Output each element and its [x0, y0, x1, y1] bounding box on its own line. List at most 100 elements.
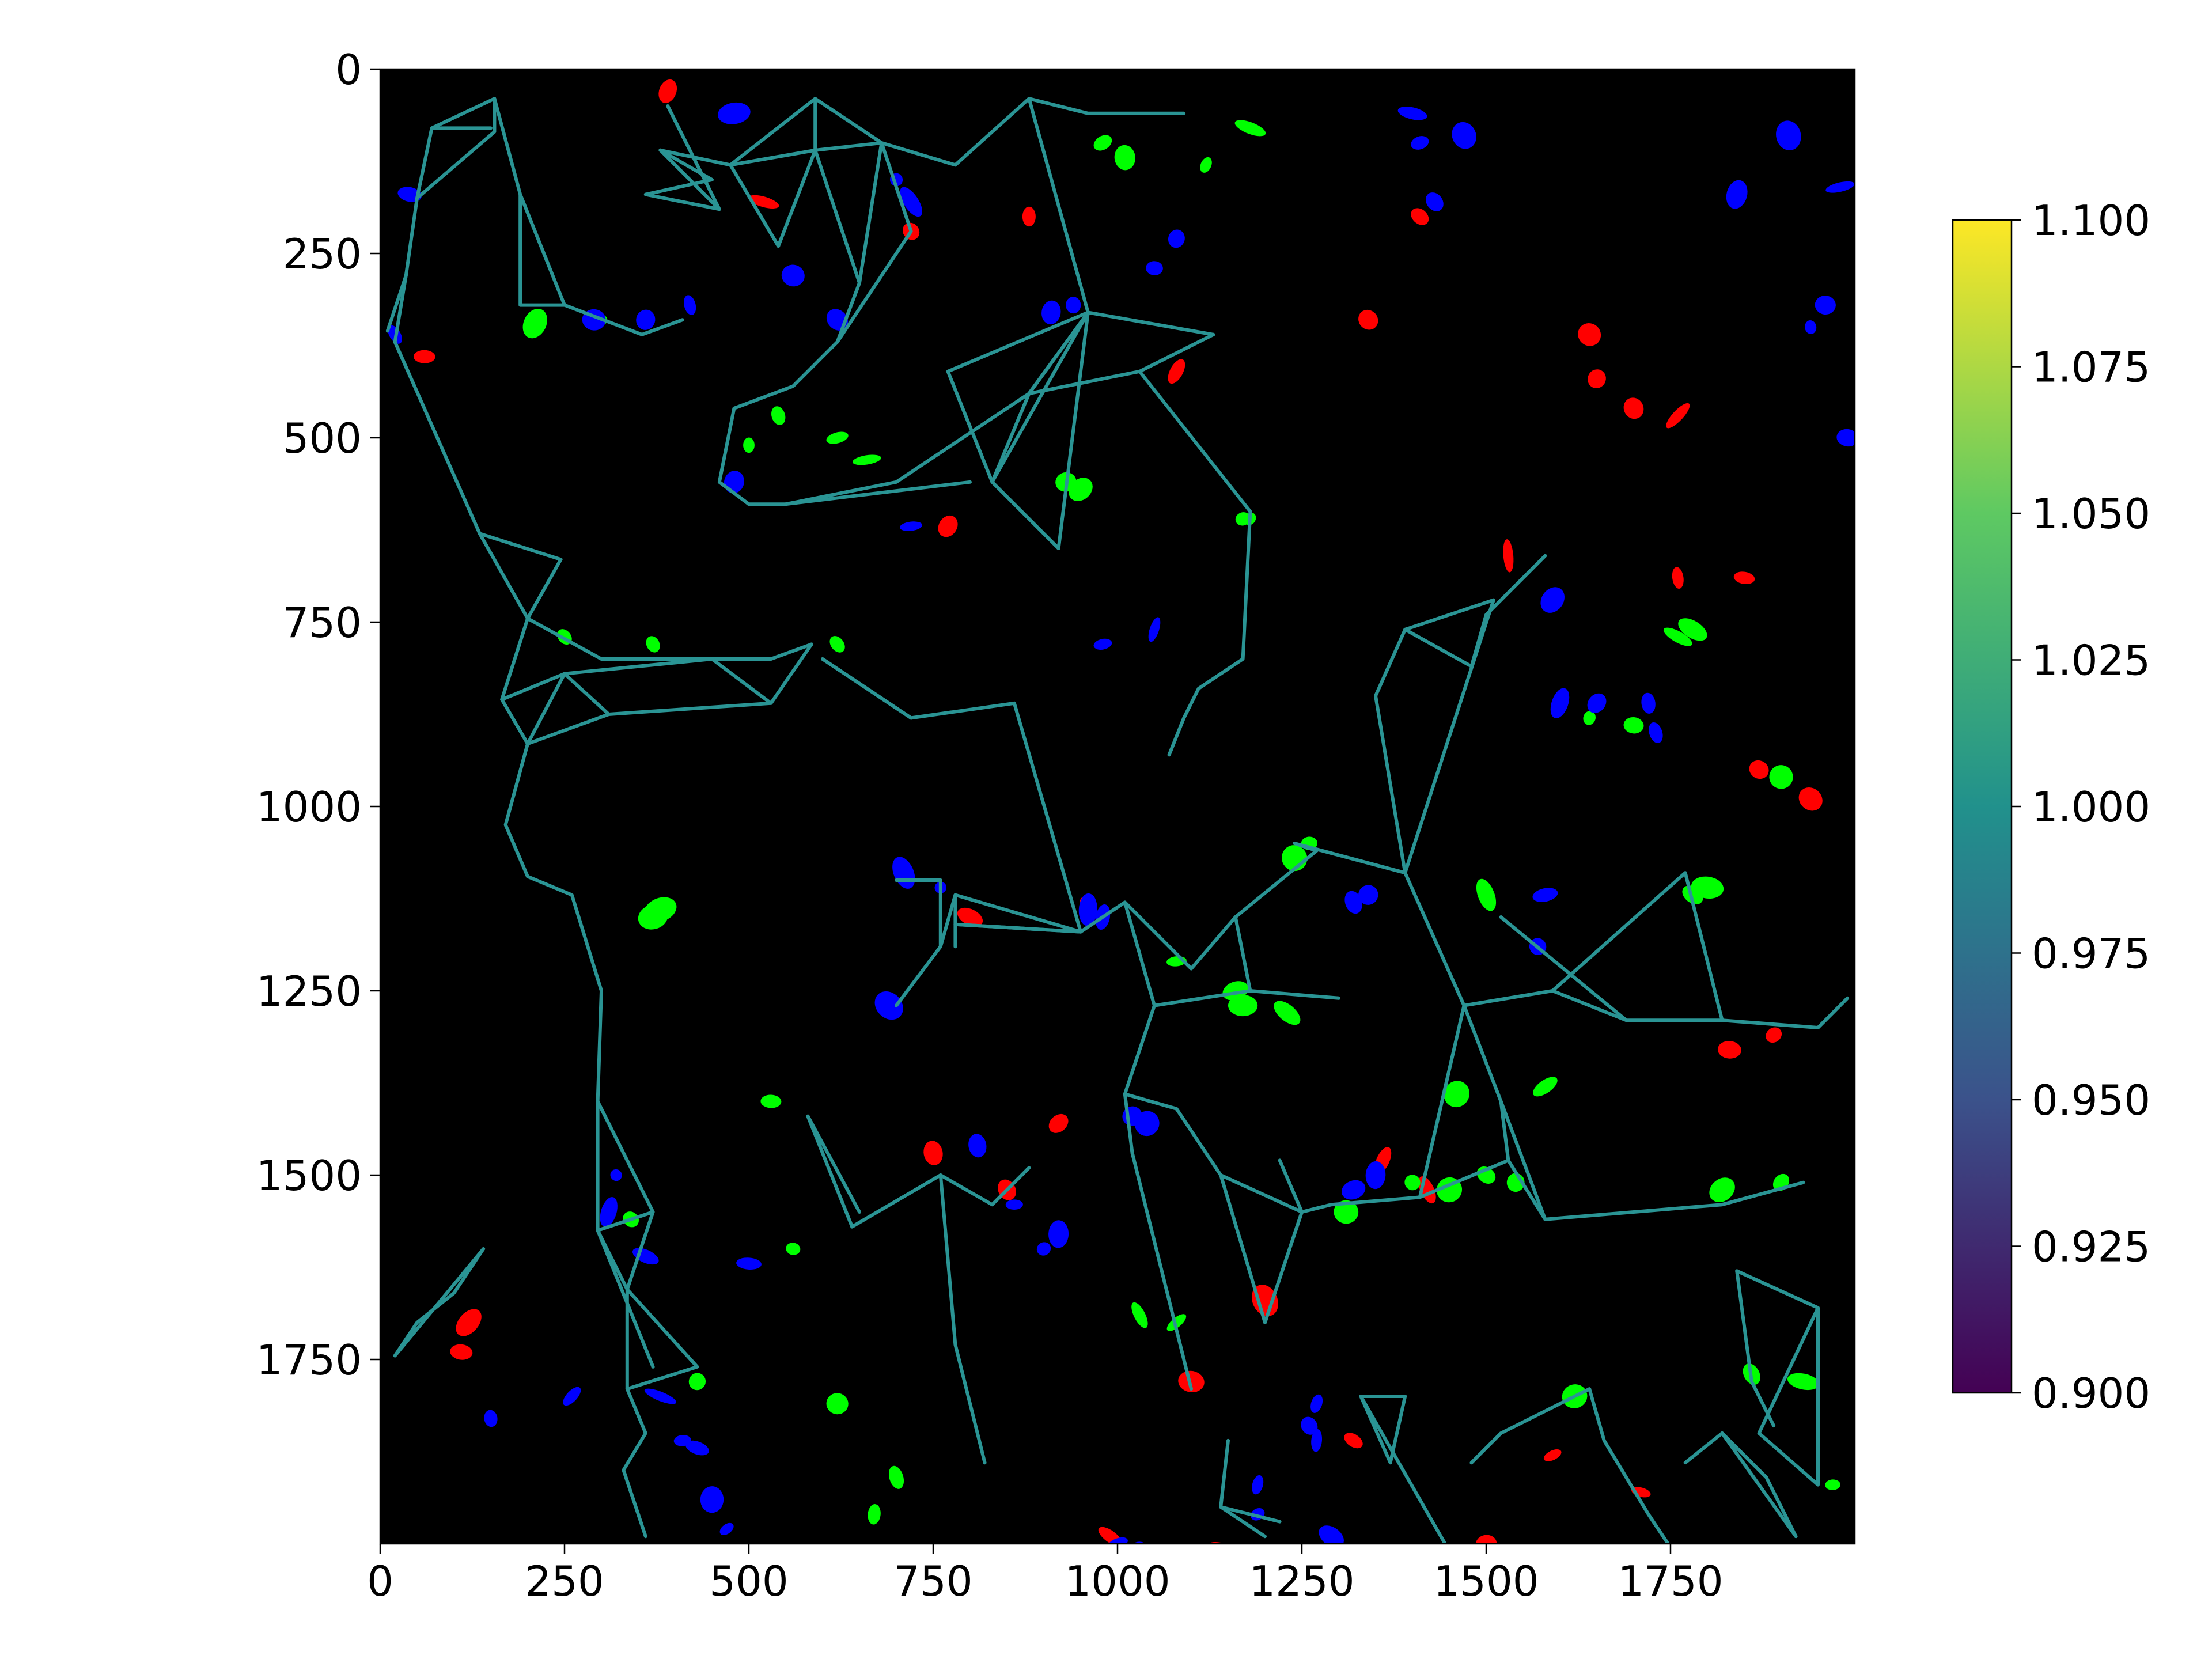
blob-green — [1404, 1175, 1421, 1191]
blob-green — [826, 431, 849, 444]
blob-blue — [1066, 297, 1081, 314]
blob-blue — [1726, 180, 1748, 209]
x-tick-label: 500 — [709, 1557, 788, 1605]
graph-edge — [658, 97, 1186, 167]
graph-edge — [835, 141, 913, 344]
blob-green — [888, 1465, 904, 1489]
graph-edge — [393, 1247, 486, 1358]
y-tick-label: 500 — [283, 414, 362, 463]
graph-edge — [625, 1287, 699, 1391]
y-tick-label: 1500 — [256, 1152, 362, 1200]
blob-green — [1114, 145, 1135, 171]
blob-green — [868, 1504, 881, 1525]
y-tick-label: 1750 — [256, 1336, 362, 1384]
graph-edge — [1233, 842, 1407, 919]
graph-edge — [1278, 1158, 1422, 1214]
colorbar-tick-label: 0.975 — [2032, 930, 2150, 978]
colorbar-tick-label: 1.075 — [2032, 343, 2150, 392]
blob-blue — [684, 295, 696, 315]
blob-green — [638, 904, 668, 930]
graph-edge — [500, 616, 714, 702]
graph-edge — [1130, 1151, 1193, 1391]
graph-edge — [895, 878, 942, 949]
blob-green — [760, 1094, 782, 1108]
blob-green — [1787, 1373, 1819, 1391]
blob-blue — [1168, 229, 1185, 248]
blob-green — [1691, 876, 1724, 899]
blob-green — [1093, 135, 1112, 151]
graph-edge — [1469, 1387, 1592, 1465]
blob-red — [1543, 1449, 1562, 1461]
blob-red — [938, 515, 958, 537]
blob-red — [1717, 1041, 1741, 1059]
graph-edge — [563, 672, 611, 716]
blob-red — [1749, 760, 1769, 779]
blob-green — [646, 636, 660, 653]
blob-blue — [1319, 1525, 1344, 1544]
blob-red — [1666, 403, 1690, 429]
blob-red — [658, 79, 677, 103]
colorbar-gradient — [1953, 220, 2012, 1393]
blob-green — [1533, 1077, 1558, 1097]
blob-blue — [1005, 1199, 1023, 1210]
blob-red — [1623, 397, 1644, 419]
blob-blue — [1341, 1180, 1366, 1200]
graph-edge — [563, 303, 684, 336]
blob-red — [957, 907, 983, 927]
y-tick-label: 1250 — [256, 967, 362, 1016]
blob-blue — [900, 521, 923, 531]
graph-edge — [1153, 989, 1252, 1007]
blob-blue — [1452, 122, 1476, 149]
graph-edge — [1588, 1387, 1671, 1544]
colorbar-tick-label: 1.000 — [2032, 783, 2150, 831]
blob-green — [1274, 1001, 1301, 1025]
blob-red — [450, 1344, 473, 1360]
x-tick-label: 250 — [525, 1557, 604, 1605]
x-tick-label: 1750 — [1618, 1557, 1723, 1605]
blob-red — [456, 1309, 482, 1336]
graph-edge — [1219, 1173, 1304, 1214]
colorbar-tick-label: 1.050 — [2032, 490, 2150, 538]
blob-red — [1178, 1370, 1205, 1393]
colorbar-tick-label: 1.100 — [2032, 196, 2150, 245]
blob-red — [1578, 323, 1601, 346]
blob-blue — [1411, 136, 1429, 150]
blob-blue — [1540, 587, 1565, 613]
graph-edge — [1683, 871, 1724, 1022]
blob-red — [413, 350, 435, 363]
x-tick-label: 750 — [893, 1557, 972, 1605]
graph-edge — [1735, 1269, 1776, 1428]
blob-blue — [1134, 1111, 1160, 1137]
graph-edge — [526, 672, 566, 746]
blob-blue — [1048, 1220, 1069, 1248]
graph-edge — [946, 310, 1090, 484]
blob-red — [1625, 1544, 1642, 1559]
colorbar-tick-label: 1.025 — [2032, 637, 2150, 685]
blob-red — [1358, 309, 1378, 330]
x-tick-label: 1000 — [1065, 1557, 1170, 1605]
blob-green — [1131, 1302, 1148, 1328]
y-tick-label: 0 — [335, 46, 362, 94]
blob-blue — [685, 1440, 709, 1456]
blob-blue — [1836, 429, 1855, 447]
graph-edge — [1359, 1395, 1448, 1544]
graph-edge — [990, 392, 1031, 484]
blob-blue — [1641, 692, 1656, 714]
blob-red — [1766, 1027, 1782, 1043]
graph-edge — [596, 1100, 655, 1291]
graph-edge — [1123, 1092, 1245, 1251]
graph-edge — [938, 1173, 987, 1465]
x-axis: 0 250 500 750 1000 1250 1500 1750 — [367, 1544, 1724, 1605]
blob-blue — [1036, 1242, 1051, 1256]
blob-red — [1588, 369, 1606, 389]
graph-edge — [806, 1114, 861, 1229]
blob-green — [522, 308, 547, 339]
blob-blue — [1041, 300, 1061, 325]
y-axis: 0 250 500 750 1000 1250 1500 1750 — [256, 46, 380, 1384]
blob-red — [923, 1141, 943, 1165]
blob-red — [1022, 206, 1036, 227]
graph-edge — [1374, 554, 1547, 875]
x-tick-label: 0 — [367, 1557, 393, 1605]
blob-blue — [644, 1388, 677, 1404]
